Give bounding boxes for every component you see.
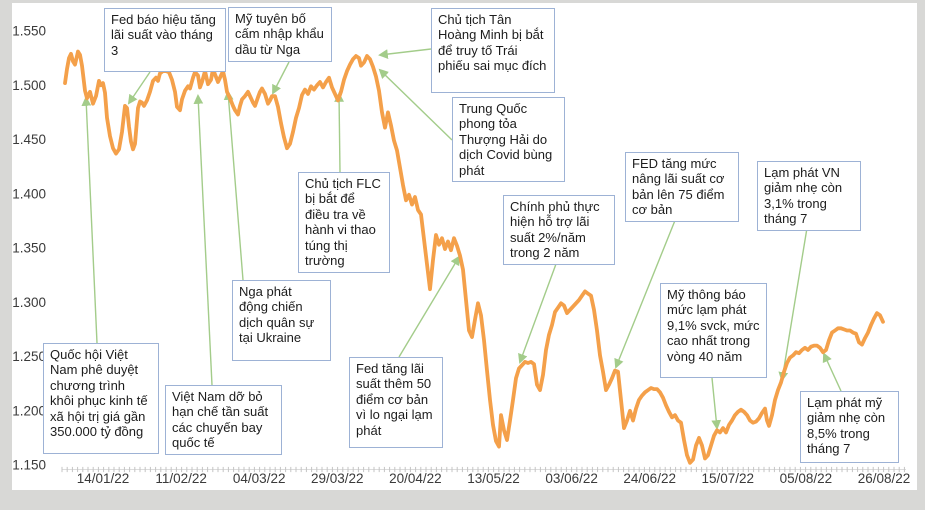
annotation-arrow-gov-support (518, 263, 557, 364)
y-axis-label: 1.500 (12, 78, 46, 93)
annotation-box-flc-arrest: Chủ tịch FLC bị bắt để điều tra về hành … (298, 172, 390, 273)
annotation-arrow-fed-signal (127, 71, 151, 105)
y-axis-label: 1.250 (12, 349, 46, 364)
annotation-box-fed-50bp: Fed tăng lãi suất thêm 50 điểm cơ bản vì… (349, 357, 443, 448)
annotation-arrow-us-oil-ban (272, 61, 290, 95)
x-axis-label: 24/06/22 (623, 471, 676, 486)
vnindex-line (63, 49, 885, 465)
y-axis-label: 1.300 (12, 295, 46, 310)
x-axis-label: 14/01/22 (77, 471, 130, 486)
annotation-box-fed-signal: Fed báo hiệu tăng lãi suất vào tháng 3 (104, 8, 226, 72)
annotation-arrow-fed-75bp (614, 217, 677, 369)
annotation-arrow-us-inflation-85 (822, 352, 842, 392)
annotation-box-tan-hoang-minh: Chủ tịch Tân Hoàng Minh bị bắt để truy t… (431, 8, 555, 93)
annotation-box-gov-support: Chính phủ thực hiện hỗ trợ lãi suất 2%/n… (503, 195, 615, 265)
annotation-box-fed-75bp: FED tăng mức nâng lãi suất cơ bản lên 75… (625, 152, 739, 222)
annotation-box-us-oil-ban: Mỹ tuyên bố cấm nhập khẩu dầu từ Nga (228, 7, 332, 62)
x-axis-label: 03/06/22 (545, 471, 598, 486)
annotation-box-us-cpi-91: Mỹ thông báo mức lạm phát 9,1% svck, mức… (660, 283, 767, 378)
y-axis-label: 1.550 (12, 24, 46, 39)
x-axis-label: 26/08/22 (858, 471, 911, 486)
y-axis-label: 1.200 (12, 403, 46, 418)
annotation-arrow-vn-inflation-31 (778, 227, 808, 382)
y-axis-label: 1.150 (12, 458, 46, 473)
annotation-box-us-inflation-85: Lạm phát mỹ giảm nhẹ còn 8,5% trong thán… (800, 391, 899, 463)
y-axis-label: 1.350 (12, 241, 46, 256)
y-axis-label: 1.450 (12, 132, 46, 147)
y-axis-label: 1.400 (12, 186, 46, 201)
annotation-arrow-flc-arrest (334, 92, 345, 173)
annotation-box-vn-flights: Việt Nam dỡ bỏ hạn chế tần suất các chuy… (165, 385, 282, 455)
x-axis-label: 13/05/22 (467, 471, 520, 486)
x-axis-label: 05/08/22 (780, 471, 833, 486)
annotation-arrow-vn-parliament (81, 96, 98, 344)
annotation-arrow-us-cpi-91 (711, 377, 722, 430)
annotation-arrow-fed-50bp (398, 255, 461, 358)
annotation-arrow-china-lockdown (378, 68, 453, 141)
x-axis-label: 04/03/22 (233, 471, 286, 486)
annotation-arrow-vn-flights (193, 94, 213, 386)
x-axis-label: 20/04/22 (389, 471, 442, 486)
x-axis-label: 11/02/22 (155, 471, 207, 486)
x-axis-label: 29/03/22 (311, 471, 364, 486)
annotation-box-vn-parliament: Quốc hội Việt Nam phê duyệt chương trình… (43, 343, 159, 454)
annotation-box-russia-war: Nga phát động chiến dịch quân sự tại Ukr… (232, 280, 331, 361)
annotation-box-vn-inflation-31: Lạm phát VN giảm nhẹ còn 3,1% trong thán… (757, 161, 861, 231)
x-axis-label: 15/07/22 (702, 471, 755, 486)
annotation-box-china-lockdown: Trung Quốc phong tỏa Thượng Hải do dịch … (452, 97, 565, 183)
annotation-arrow-tan-hoang-minh (378, 48, 432, 59)
annotation-arrow-russia-war (223, 90, 244, 281)
